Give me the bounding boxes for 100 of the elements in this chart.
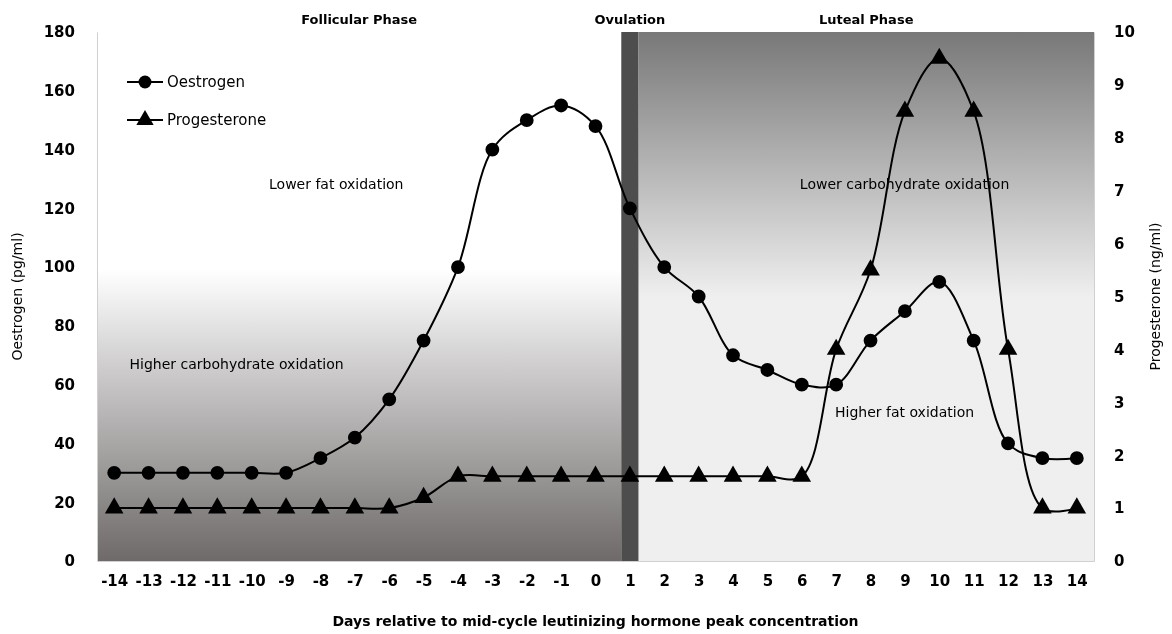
x-tick-label: -13 xyxy=(135,571,163,590)
x-tick-label: 14 xyxy=(1066,571,1088,590)
point xyxy=(1067,497,1087,514)
legend-label: Progesterone xyxy=(167,110,267,129)
point xyxy=(588,119,603,133)
x-tick-label: -3 xyxy=(484,571,502,590)
annotation: Lower fat oxidation xyxy=(269,176,404,193)
point xyxy=(861,259,880,276)
point xyxy=(1069,451,1084,466)
point xyxy=(792,465,812,482)
point xyxy=(551,465,571,482)
point xyxy=(622,201,637,216)
point xyxy=(345,497,365,514)
y-tick-label: 80 xyxy=(54,317,75,336)
point xyxy=(311,497,330,514)
y2-tick-label: 9 xyxy=(1114,76,1125,95)
point xyxy=(382,392,397,407)
point xyxy=(895,100,915,117)
y2-tick-label: 6 xyxy=(1114,234,1125,253)
x-tick-label: -8 xyxy=(312,571,330,590)
y-axis-title: Oestrogen (pg/ml) xyxy=(9,232,25,361)
point xyxy=(1001,436,1015,451)
x-tick-label: -9 xyxy=(278,571,295,590)
point xyxy=(141,465,156,480)
point xyxy=(242,497,262,514)
x-tick-label: -6 xyxy=(381,571,399,590)
x-tick-label: -1 xyxy=(553,571,570,590)
point xyxy=(760,363,775,377)
y-tick-label: 160 xyxy=(43,82,75,101)
x-tick-label: 8 xyxy=(865,571,877,590)
annotation: Higher carbohydrate oxidation xyxy=(129,356,344,373)
x-tick-label: -11 xyxy=(204,571,232,590)
x-tick-label: 4 xyxy=(728,571,739,590)
y-tick-label: 40 xyxy=(54,434,75,453)
x-tick-label: -10 xyxy=(238,571,266,590)
y2-tick-label: 4 xyxy=(1114,340,1125,359)
point xyxy=(829,377,844,392)
legend-label: Oestrogen xyxy=(167,72,246,91)
point xyxy=(723,465,743,482)
y-tick-label: 120 xyxy=(43,199,75,218)
point xyxy=(758,465,777,482)
x-tick-label: 1 xyxy=(625,571,636,590)
point xyxy=(691,289,706,304)
x-tick-label: -2 xyxy=(518,571,536,590)
x-tick-label: 13 xyxy=(1032,571,1054,590)
x-tick-label: 9 xyxy=(900,571,911,590)
point xyxy=(654,465,674,482)
band-label: Ovulation xyxy=(594,12,666,27)
y-tick-label: 60 xyxy=(54,375,75,394)
y2-axis-title: Progesterone (ng/ml) xyxy=(1147,222,1163,371)
y2-tick-label: 5 xyxy=(1114,287,1125,306)
point xyxy=(863,333,878,348)
point xyxy=(379,497,399,514)
point xyxy=(483,465,502,482)
x-tick-label: -12 xyxy=(169,571,197,590)
y-tick-label: 20 xyxy=(54,493,75,512)
y-tick-label: 100 xyxy=(43,258,75,277)
x-tick-label: 12 xyxy=(998,571,1019,590)
y2-tick-label: 2 xyxy=(1114,446,1125,465)
annotation: Higher fat oxidation xyxy=(835,403,975,420)
point xyxy=(244,465,259,480)
point xyxy=(448,465,468,482)
y2-tick-label: 1 xyxy=(1114,499,1125,518)
point xyxy=(1033,497,1052,514)
point xyxy=(826,338,846,355)
band-label: Luteal Phase xyxy=(819,12,914,27)
y2-tick-label: 7 xyxy=(1114,182,1125,200)
point xyxy=(517,465,537,482)
point xyxy=(451,260,465,275)
point xyxy=(176,465,190,480)
point xyxy=(485,142,500,157)
point xyxy=(964,100,983,117)
point xyxy=(313,451,328,466)
point xyxy=(998,338,1018,355)
band-label: Follicular Phase xyxy=(301,12,418,27)
point xyxy=(898,304,912,319)
y-tick-label: 0 xyxy=(64,552,75,571)
point xyxy=(173,497,193,514)
x-tick-label: 6 xyxy=(797,571,808,590)
x-tick-label: 7 xyxy=(831,571,842,590)
point xyxy=(657,260,672,275)
x-tick-label: 2 xyxy=(659,571,670,590)
point xyxy=(107,465,122,480)
point xyxy=(932,274,947,289)
point xyxy=(347,430,362,445)
x-axis-title: Days relative to mid-cycle leutinizing hormone peak concentration xyxy=(332,613,859,629)
y2-tick-label: 0 xyxy=(1114,552,1125,571)
y2-tick-label: 10 xyxy=(1114,23,1135,42)
x-tick-label: 3 xyxy=(693,571,705,590)
x-tick-label: -4 xyxy=(450,571,467,590)
point xyxy=(276,497,296,514)
point xyxy=(554,98,569,113)
point xyxy=(689,465,708,482)
point xyxy=(208,497,227,514)
y-tick-label: 180 xyxy=(43,23,75,42)
y2-tick-label: 8 xyxy=(1114,129,1125,148)
x-tick-label: -14 xyxy=(101,571,129,590)
point xyxy=(416,333,431,348)
point xyxy=(620,465,640,482)
x-tick-label: 11 xyxy=(963,571,985,590)
